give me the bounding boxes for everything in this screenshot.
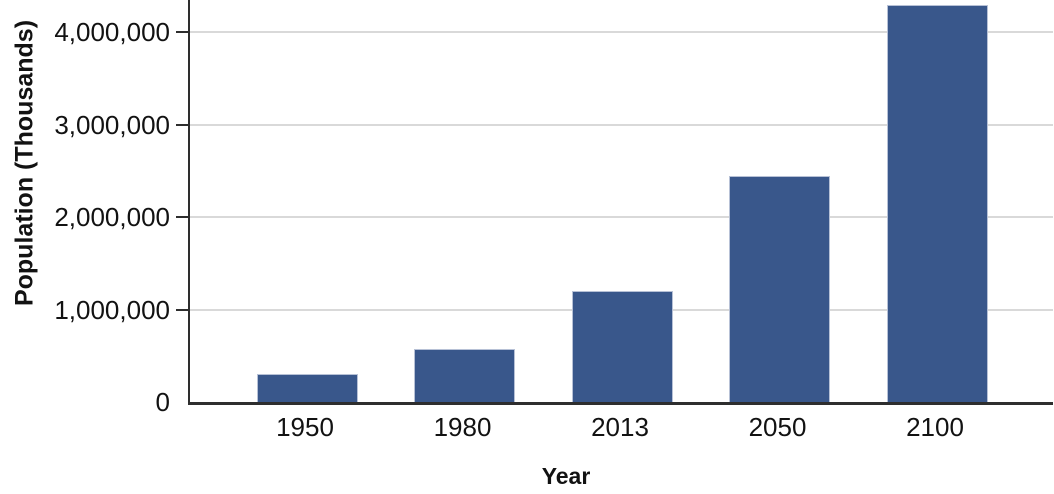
plot-area <box>188 0 1053 405</box>
x-tick-label-2100: 2100 <box>906 412 964 442</box>
y-axis-tick <box>176 216 188 219</box>
y-tick-label: 3,000,000 <box>54 109 170 140</box>
y-axis-tick <box>176 123 188 126</box>
gridline <box>190 31 1053 34</box>
y-tick-label: 2,000,000 <box>54 202 170 233</box>
y-axis-tick <box>176 31 188 34</box>
gridline <box>190 123 1053 126</box>
x-tick-label-2050: 2050 <box>748 412 807 442</box>
y-tick-label: 1,000,000 <box>54 294 170 325</box>
bar-2013 <box>571 291 673 402</box>
gridline <box>190 216 1053 219</box>
x-tick-label-1950: 1950 <box>276 412 334 442</box>
y-tick-label: 0 <box>155 387 170 417</box>
bar-1980 <box>414 349 515 402</box>
bar-2050 <box>729 175 830 402</box>
y-tick-label: 4,000,000 <box>54 17 170 48</box>
x-tick-label-1980: 1980 <box>433 412 492 442</box>
bar-2100 <box>886 4 988 402</box>
x-tick-label-2013: 2013 <box>591 412 649 442</box>
y-axis-tick <box>176 308 188 311</box>
x-axis-title: Year <box>541 463 591 489</box>
y-axis-title: Population (Thousands) <box>10 19 39 307</box>
bar-1950 <box>256 374 358 402</box>
